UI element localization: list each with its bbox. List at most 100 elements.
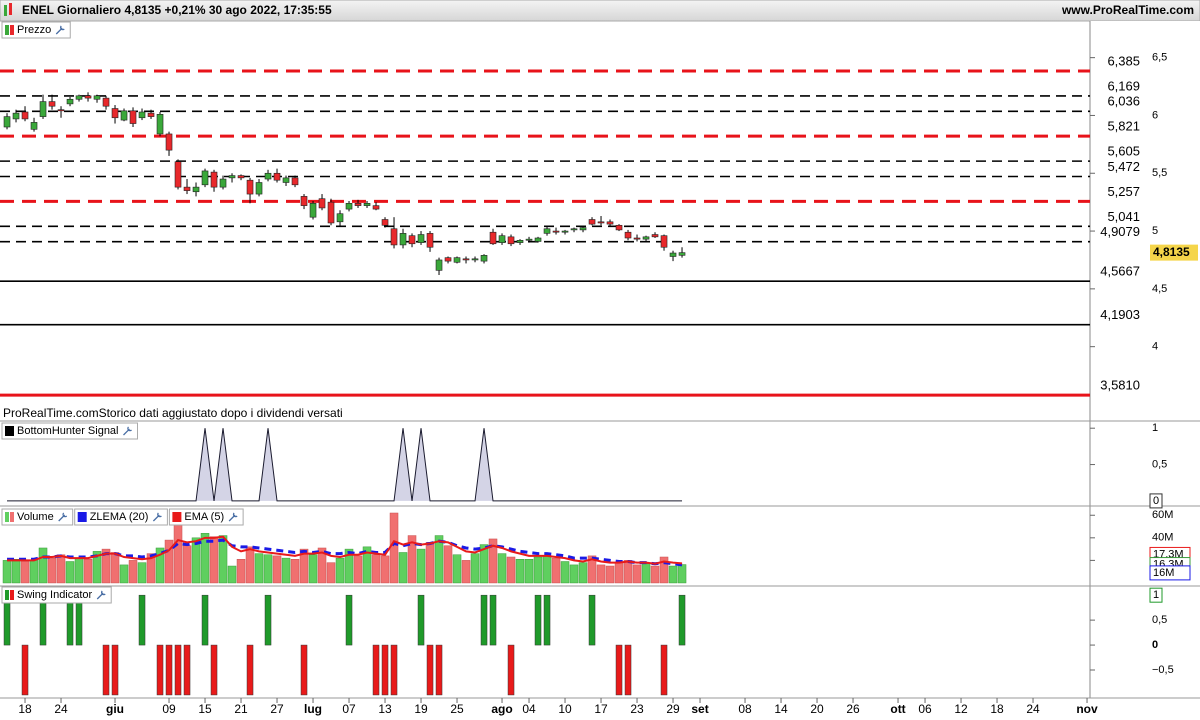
x-tick-label: 25 — [450, 702, 464, 716]
candle-body — [390, 228, 398, 246]
candle-body — [21, 111, 29, 120]
wrench-icon — [228, 512, 238, 522]
volume-bar — [596, 564, 606, 584]
level-label: 6,169 — [1107, 78, 1140, 93]
candle-body — [111, 108, 119, 119]
swing-bar — [21, 644, 29, 696]
volume-bar — [353, 555, 363, 584]
candle-body — [327, 201, 335, 224]
volume-bar — [191, 537, 201, 584]
candle-body — [597, 221, 605, 224]
volume-bar — [515, 559, 525, 584]
candle-body — [165, 133, 173, 151]
candle-body — [588, 219, 596, 225]
y-tick-label: −0,5 — [1152, 664, 1174, 676]
swing-bar — [615, 644, 623, 696]
pane-label-swatch — [10, 512, 14, 522]
pane-label-text: Swing Indicator — [17, 589, 93, 601]
candle-body — [255, 182, 263, 195]
candle-body — [399, 233, 407, 246]
level-label: 4,5667 — [1100, 264, 1140, 279]
wrench-icon — [123, 426, 132, 436]
x-tick-label: 18 — [18, 702, 32, 716]
x-tick-label: 29 — [666, 702, 680, 716]
candle-body — [669, 252, 677, 257]
pane-label-box — [168, 508, 244, 526]
volume-bar — [524, 559, 534, 584]
y-tick-label: 4,5 — [1152, 283, 1167, 295]
volume-bar — [2, 560, 12, 584]
volume-bar — [362, 546, 372, 584]
candle-body — [525, 238, 533, 241]
x-tick-label: 08 — [738, 702, 752, 716]
candle-body — [291, 177, 299, 186]
candle-body — [93, 95, 101, 100]
pane-label-text: Volume — [17, 511, 54, 523]
candle-body — [120, 110, 128, 121]
volume-bar — [101, 548, 111, 584]
candle-body — [624, 231, 632, 239]
volume-bar — [155, 547, 165, 584]
swing-bar — [543, 594, 551, 646]
y-tick-label: 6 — [1152, 109, 1158, 121]
candle-body — [444, 257, 452, 262]
y-tick-label: 4 — [1152, 341, 1158, 353]
x-tick-label: 24 — [1026, 702, 1040, 716]
x-tick-label: lug — [304, 702, 322, 716]
volume-bar — [443, 545, 453, 584]
candle-body — [480, 255, 488, 262]
volume-bar — [344, 548, 354, 584]
volume-bar — [389, 512, 399, 584]
candle-body — [507, 236, 515, 245]
volume-bar — [488, 538, 498, 584]
x-tick-label: 24 — [54, 702, 68, 716]
candle-body — [282, 177, 290, 183]
volume-bar — [551, 557, 561, 584]
volume-bar — [569, 564, 579, 584]
swing-bar — [111, 644, 119, 696]
pane-label-box — [1, 586, 112, 604]
pane-label-text: BottomHunter Signal — [17, 425, 119, 437]
last-value-label: 16M — [1153, 567, 1174, 579]
volume-bar — [74, 557, 84, 584]
x-tick-label: 12 — [954, 702, 968, 716]
candle-body — [237, 175, 245, 179]
volume-bar — [578, 562, 588, 584]
x-tick-label: 06 — [918, 702, 932, 716]
candle-body — [534, 237, 542, 242]
wrench-icon — [96, 590, 106, 600]
pane-label-box — [1, 422, 138, 440]
volume-bar — [407, 535, 417, 584]
volume-bar — [47, 557, 57, 584]
candle-body — [363, 203, 371, 206]
volume-bar — [542, 555, 552, 584]
swing-bar — [435, 644, 443, 696]
candle-body — [273, 172, 281, 181]
x-tick-label: giu — [106, 702, 124, 716]
volume-bar — [587, 555, 597, 584]
candle-body — [354, 203, 362, 206]
candle-body — [12, 112, 20, 120]
swing-bar — [390, 644, 398, 696]
level-label: 5,041 — [1107, 209, 1140, 224]
last-value-label: 1 — [1153, 589, 1159, 601]
level-label: 5,257 — [1107, 184, 1140, 199]
pane-label-swatch — [10, 590, 14, 600]
swing-bar — [381, 644, 389, 696]
volume-bar — [281, 557, 291, 584]
candle-body — [300, 196, 308, 206]
volume-bar — [326, 562, 336, 584]
candle-body — [192, 186, 200, 193]
volume-bar — [533, 556, 543, 584]
last-value-box — [1149, 565, 1191, 581]
candle-body — [138, 111, 146, 119]
level-label: 6,036 — [1107, 94, 1140, 109]
volume-bar — [137, 562, 147, 584]
x-tick-label: 21 — [234, 702, 248, 716]
candle-body — [561, 230, 569, 233]
volume-bar — [65, 561, 75, 584]
swing-bar — [246, 644, 254, 696]
volume-bar — [227, 565, 237, 584]
volume-bar — [263, 554, 273, 584]
candle-body — [408, 235, 416, 245]
